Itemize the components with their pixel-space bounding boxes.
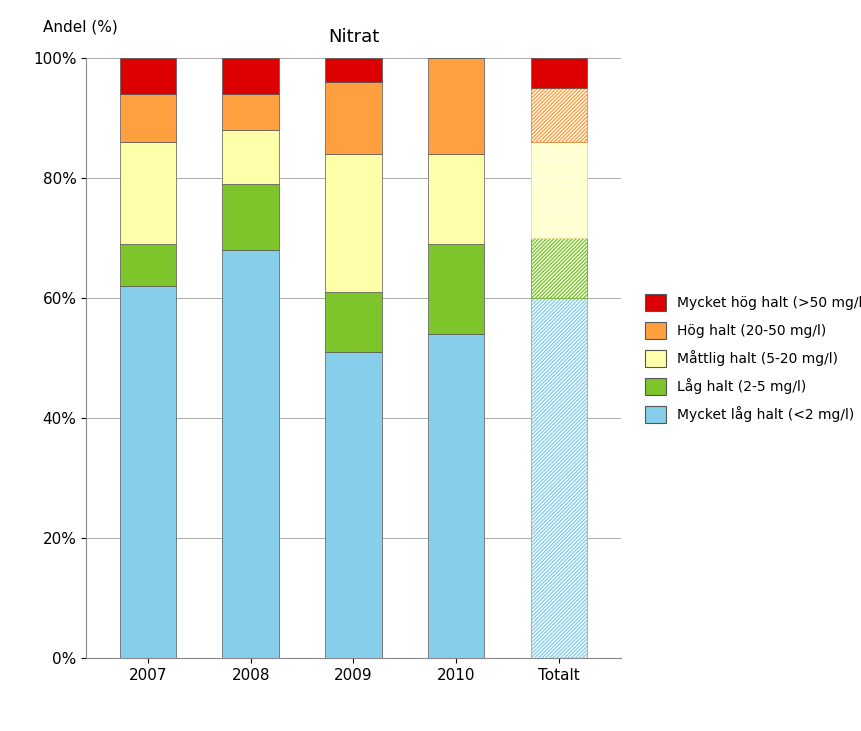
Title: Nitrat: Nitrat [327, 28, 379, 46]
Bar [427, 58, 484, 154]
Legend: Mycket hög halt (>50 mg/l), Hög halt (20-50 mg/l), Måttlig halt (5-20 mg/l), Låg: Mycket hög halt (>50 mg/l), Hög halt (20… [637, 287, 861, 430]
Bar [427, 334, 484, 658]
Bar [325, 58, 381, 83]
Bar [325, 83, 381, 154]
Bar [427, 154, 484, 244]
Bar [325, 352, 381, 658]
Bar [530, 238, 586, 298]
Bar [530, 298, 586, 658]
Bar [530, 298, 586, 658]
Bar [120, 287, 176, 658]
Bar [222, 184, 279, 250]
Bar [530, 143, 586, 238]
Bar [120, 244, 176, 287]
Bar [530, 58, 586, 88]
Text: Andel (%): Andel (%) [43, 20, 118, 34]
Bar [120, 143, 176, 244]
Bar [530, 88, 586, 143]
Bar [325, 154, 381, 292]
Bar [530, 238, 586, 298]
Bar [222, 250, 279, 658]
Bar [222, 94, 279, 130]
Bar [120, 58, 176, 94]
Bar [530, 88, 586, 143]
Bar [222, 130, 279, 184]
Bar [222, 58, 279, 94]
Bar [530, 143, 586, 238]
Bar [427, 244, 484, 334]
Bar [325, 292, 381, 352]
Bar [120, 94, 176, 143]
